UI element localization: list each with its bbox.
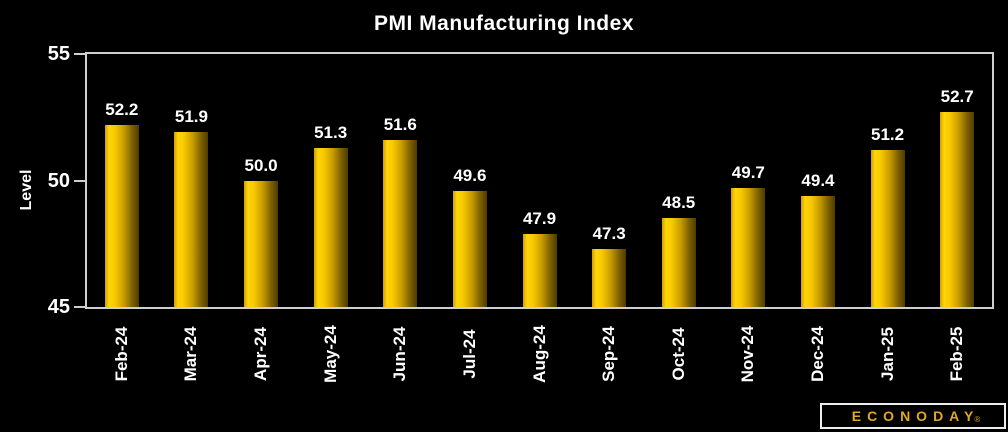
bar-Nov-24 — [731, 188, 766, 307]
chart-title: PMI Manufacturing Index — [373, 12, 634, 35]
x-tick-label: Aug-24 — [529, 325, 549, 383]
bar-value-label: 49.7 — [731, 163, 765, 183]
bar-Mar-24 — [174, 132, 209, 307]
bar-value-label: 47.3 — [592, 223, 626, 243]
y-tick-mark — [74, 53, 85, 55]
x-tick-label: Dec-24 — [807, 326, 827, 382]
x-tick-label: Mar-24 — [181, 326, 201, 382]
x-tick-label: Nov-24 — [738, 325, 758, 383]
plot-area: 52.2 51.9 50.0 51.3 51.6 49.6 47.9 47.3 48.5 49.7… — [85, 52, 994, 309]
x-tick-label: Oct-24 — [668, 327, 688, 381]
x-tick-label: Feb-24 — [111, 326, 131, 382]
bar-value-label: 52.2 — [105, 99, 139, 119]
bar-value-label: 51.9 — [174, 107, 208, 127]
bar-Dec-24 — [800, 195, 835, 307]
econoday-logo: ECONODAY ® — [820, 403, 1006, 429]
x-tick-label: Jun-24 — [390, 326, 410, 382]
y-tick-label: 45 — [47, 296, 70, 318]
bar-Feb-25 — [940, 112, 975, 307]
x-tick-label: Apr-24 — [251, 327, 271, 381]
y-tick-label: 55 — [47, 43, 70, 65]
y-tick-mark — [74, 306, 85, 308]
x-tick-label: May-24 — [320, 325, 340, 383]
y-tick-label: 50 — [47, 169, 70, 192]
bar-value-label: 51.6 — [383, 115, 417, 135]
bar-Jan-25 — [870, 150, 905, 307]
x-tick-label: Sep-24 — [599, 326, 619, 382]
x-tick-label: Jul-24 — [459, 329, 479, 379]
bar-Oct-24 — [661, 218, 696, 307]
x-tick-label: Jan-25 — [877, 327, 897, 381]
y-tick-mark — [74, 179, 85, 182]
bar-value-label: 50.0 — [244, 155, 278, 175]
bar-Jul-24 — [452, 190, 487, 307]
bar-Feb-24 — [104, 124, 139, 307]
bar-value-label: 48.5 — [662, 193, 696, 213]
bar-value-label: 49.4 — [801, 170, 835, 190]
registered-trademark-icon: ® — [974, 415, 981, 424]
bar-value-label: 51.3 — [314, 122, 348, 142]
bar-Aug-24 — [522, 233, 557, 307]
bar-Apr-24 — [244, 180, 279, 307]
x-tick-label: Feb-25 — [947, 326, 967, 382]
econoday-logo-text: ECONODAY — [851, 408, 980, 424]
bar-Jun-24 — [383, 140, 418, 307]
bar-Sep-24 — [592, 248, 627, 307]
bar-May-24 — [313, 147, 348, 307]
bar-value-label: 49.6 — [453, 165, 487, 185]
bar-value-label: 52.7 — [940, 87, 974, 107]
bar-value-label: 47.9 — [522, 208, 557, 228]
bar-value-label: 51.2 — [871, 125, 905, 145]
